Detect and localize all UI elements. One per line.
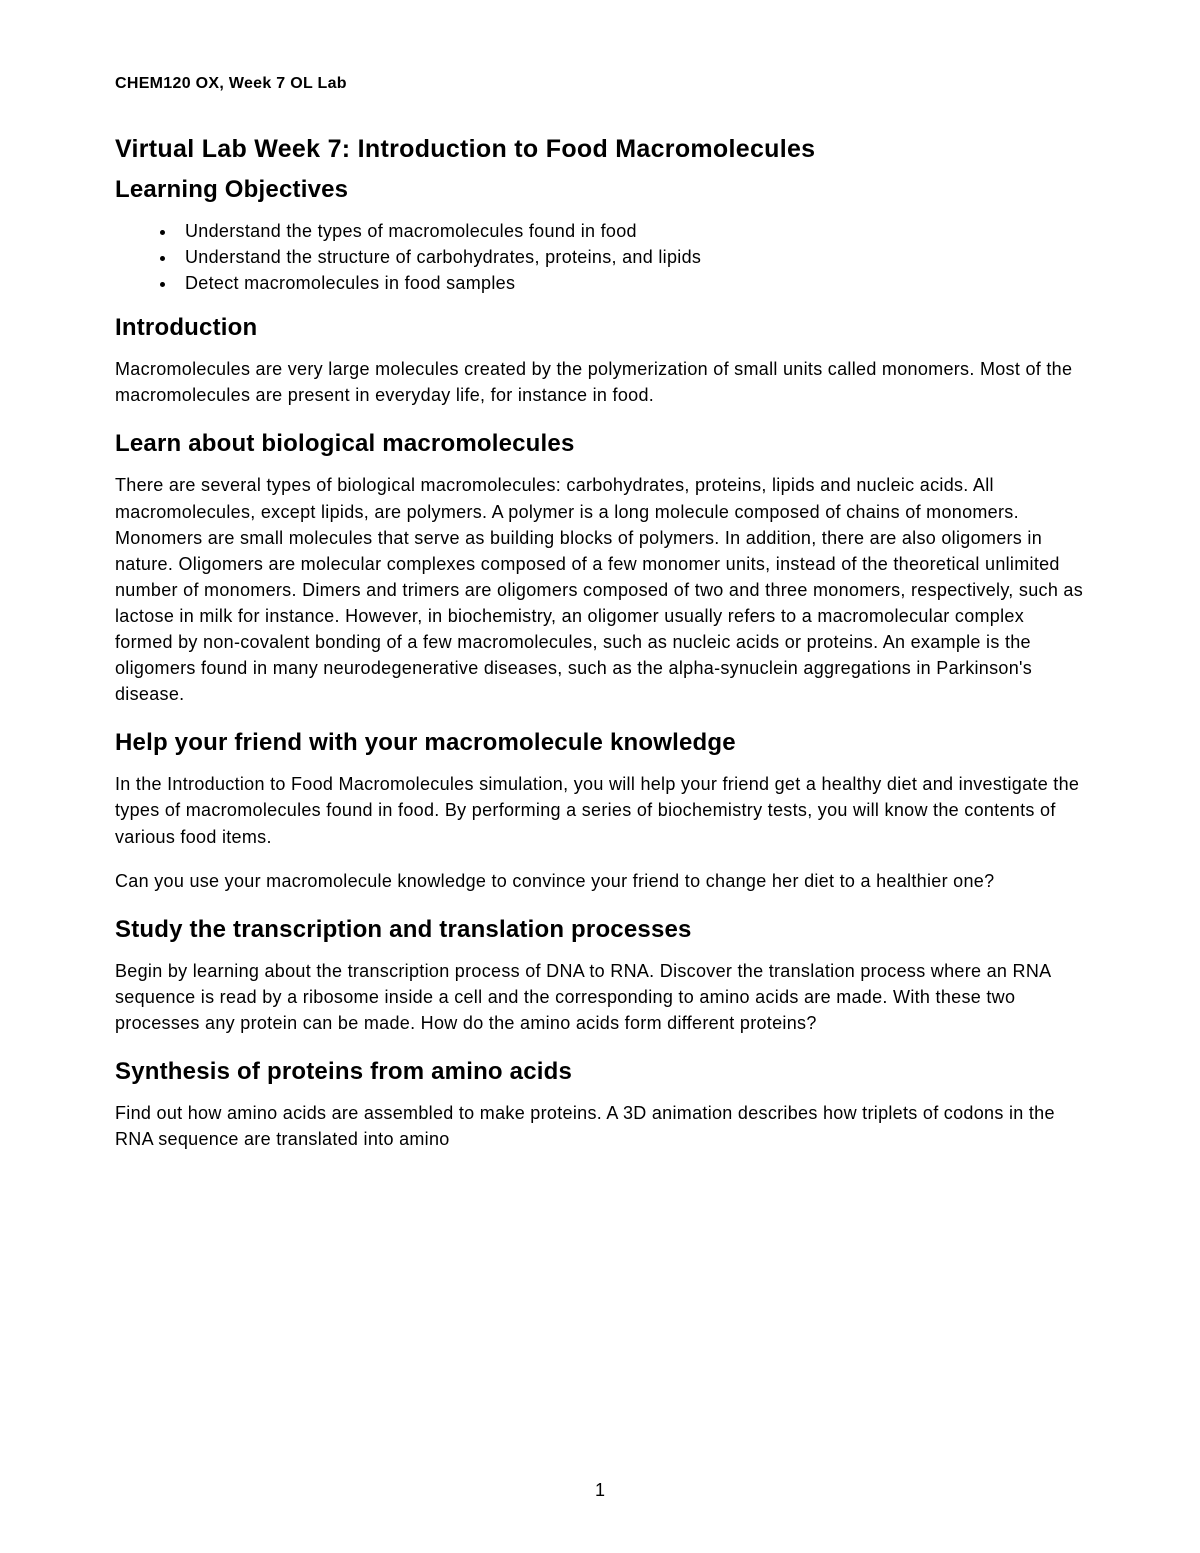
learn-heading: Learn about biological macromolecules [115,430,1085,458]
objective-item: Understand the types of macromolecules f… [177,218,1085,244]
document-page: CHEM120 OX, Week 7 OL Lab Virtual Lab We… [0,0,1200,1553]
objective-item: Detect macromolecules in food samples [177,270,1085,296]
page-title: Virtual Lab Week 7: Introduction to Food… [115,135,1085,164]
study-heading: Study the transcription and translation … [115,916,1085,944]
help-body-2: Can you use your macromolecule knowledge… [115,868,1085,894]
objectives-heading: Learning Objectives [115,176,1085,204]
help-body-1: In the Introduction to Food Macromolecul… [115,771,1085,849]
synthesis-heading: Synthesis of proteins from amino acids [115,1058,1085,1086]
objectives-list: Understand the types of macromolecules f… [115,218,1085,296]
synthesis-body: Find out how amino acids are assembled t… [115,1100,1085,1152]
introduction-body: Macromolecules are very large molecules … [115,356,1085,408]
introduction-heading: Introduction [115,314,1085,342]
course-header: CHEM120 OX, Week 7 OL Lab [115,75,1085,93]
page-number: 1 [0,1480,1200,1501]
objective-item: Understand the structure of carbohydrate… [177,244,1085,270]
learn-body: There are several types of biological ma… [115,472,1085,707]
study-body: Begin by learning about the transcriptio… [115,958,1085,1036]
help-heading: Help your friend with your macromolecule… [115,729,1085,757]
